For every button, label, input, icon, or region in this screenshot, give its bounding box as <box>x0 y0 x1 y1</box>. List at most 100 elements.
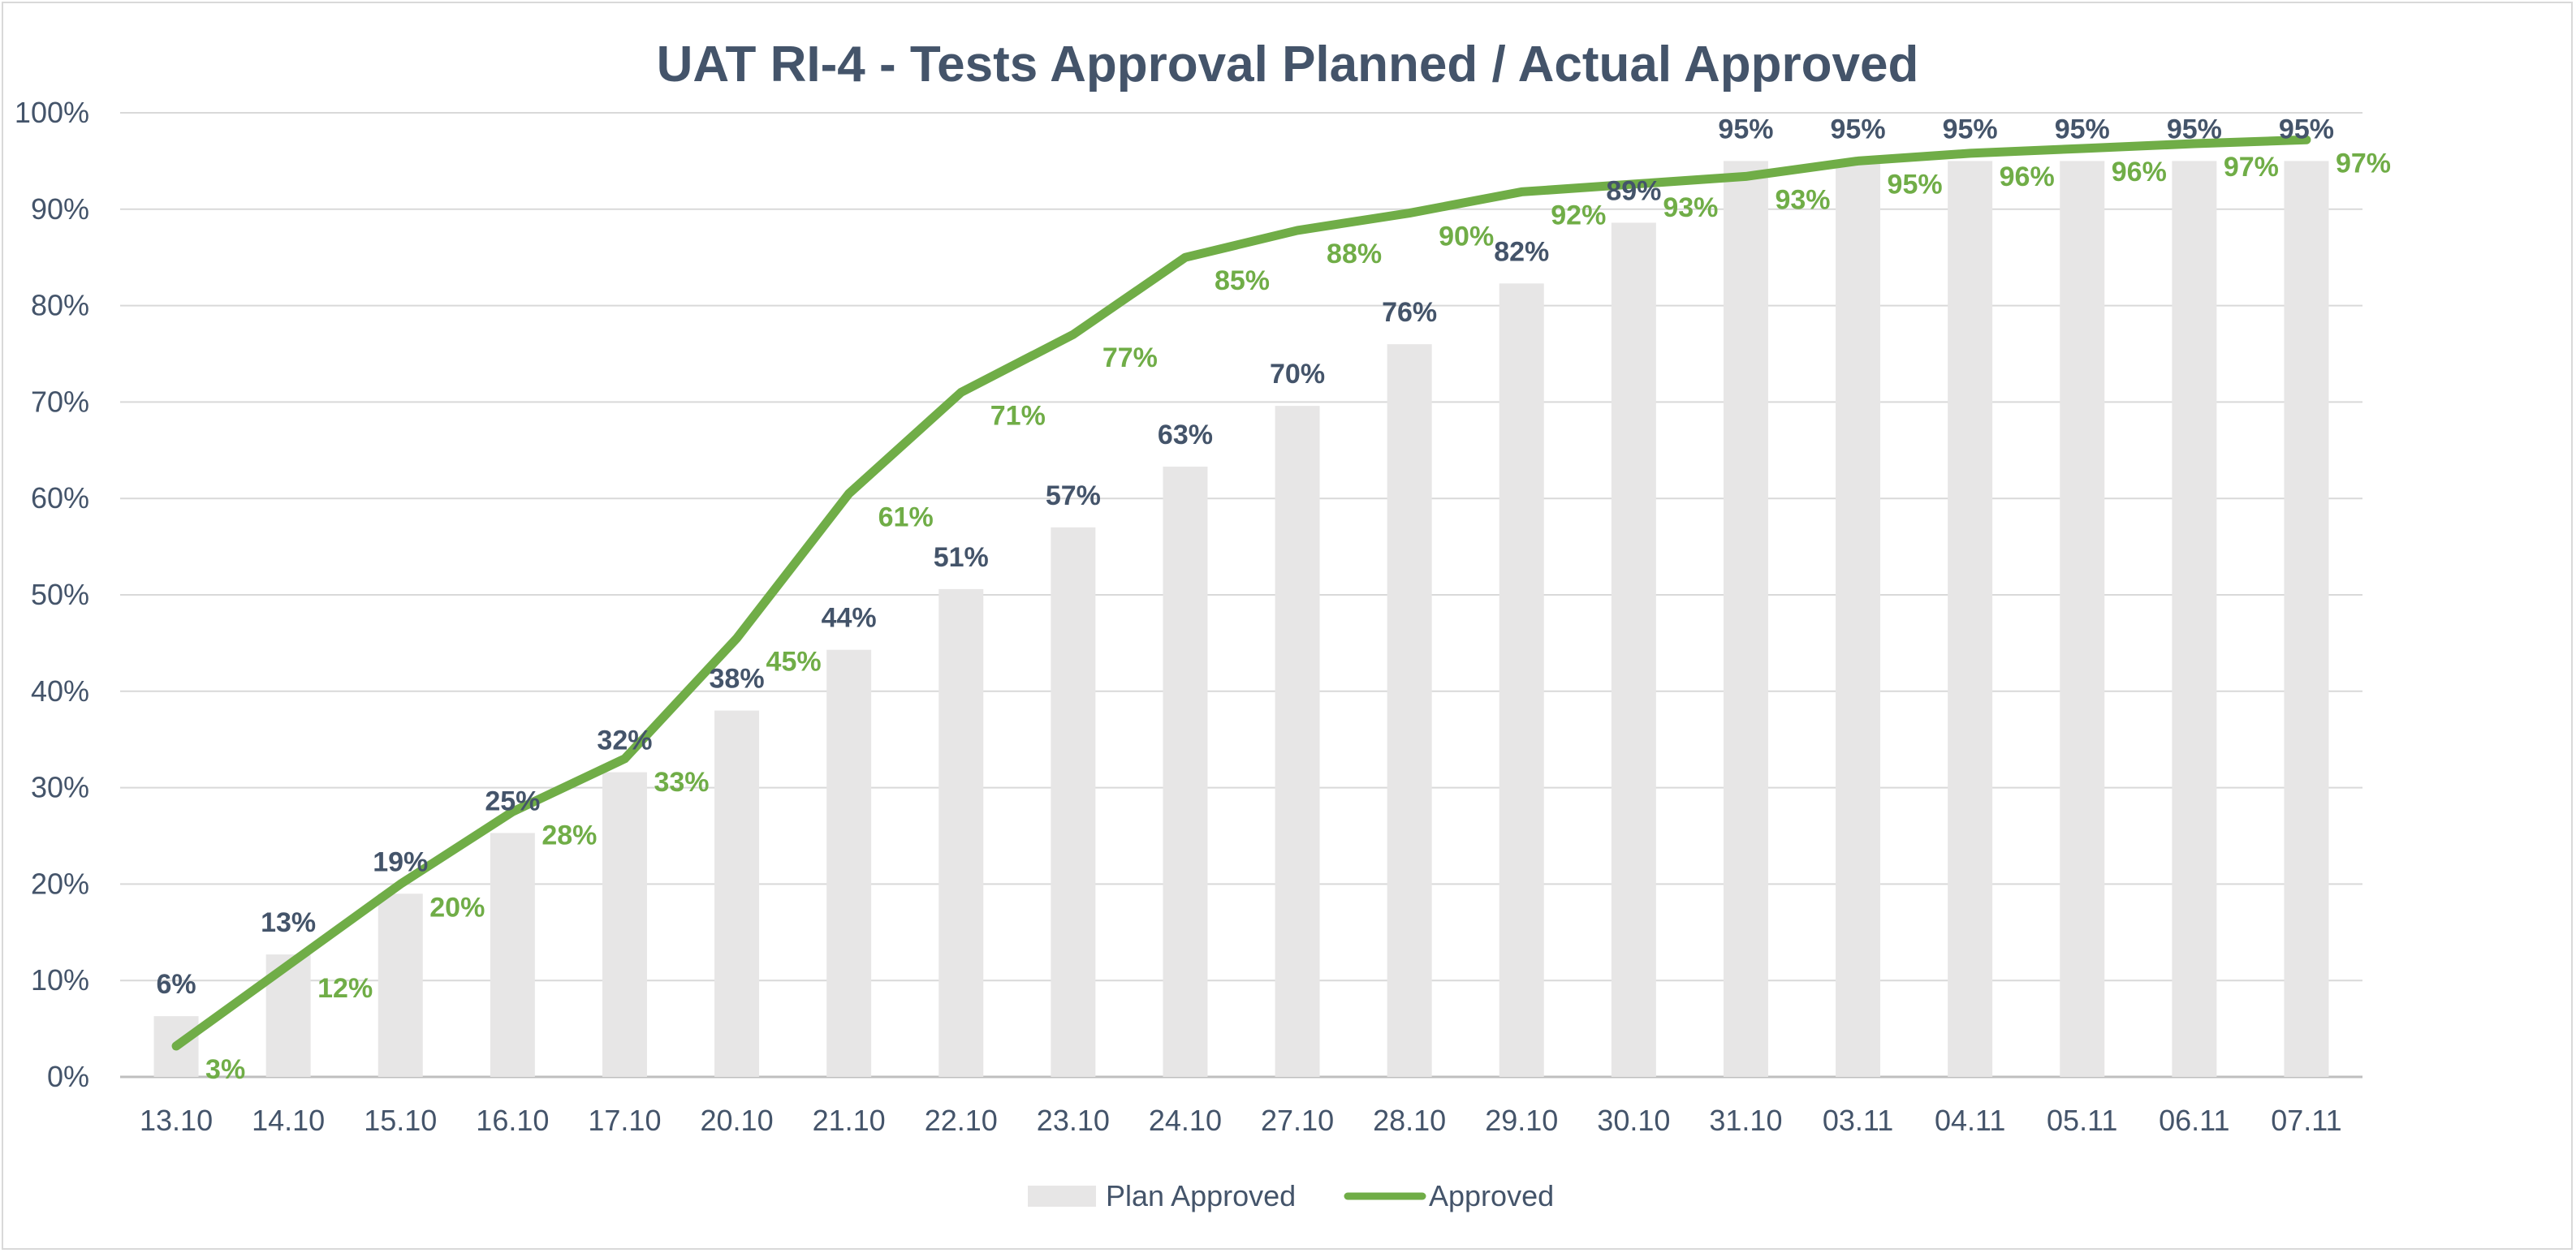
x-tick-label: 15.10 <box>364 1104 437 1137</box>
y-tick-label: 50% <box>31 578 89 611</box>
legend: Plan Approved Approved <box>1028 1179 1554 1212</box>
approved-data-label: 97% <box>2336 148 2391 179</box>
approved-data-label: 71% <box>990 401 1046 432</box>
x-tick-label: 17.10 <box>588 1104 661 1137</box>
approved-line <box>171 135 2311 1051</box>
approved-data-label: 28% <box>542 820 597 850</box>
y-tick-label: 10% <box>31 963 89 997</box>
x-tick-label: 24.10 <box>1149 1104 1222 1137</box>
plan-data-label: 6% <box>156 969 196 1000</box>
approved-data-label: 3% <box>205 1054 245 1085</box>
plan-data-label: 95% <box>2279 114 2334 144</box>
x-tick-label: 04.11 <box>1935 1104 2005 1137</box>
y-tick-label: 30% <box>31 771 89 804</box>
x-tick-label: 13.10 <box>140 1104 213 1137</box>
approved-data-label: 96% <box>2000 161 2055 192</box>
plan-data-label: 63% <box>1158 420 1213 450</box>
approved-data-label: 96% <box>2112 157 2167 187</box>
plan-data-label: 95% <box>1718 114 1773 144</box>
x-tick-label: 31.10 <box>1709 1104 1782 1137</box>
plan-bars <box>153 161 2329 1078</box>
plan-data-label: 25% <box>485 786 540 816</box>
plan-data-label: 51% <box>934 542 989 573</box>
y-tick-label: 40% <box>31 674 89 708</box>
approved-series-line <box>171 135 2311 1051</box>
plan-data-label: 57% <box>1046 480 1101 511</box>
x-tick-label: 22.10 <box>925 1104 998 1137</box>
plan-bar <box>2284 161 2329 1077</box>
plan-data-label: 19% <box>373 846 428 877</box>
y-tick-label: 80% <box>31 289 89 322</box>
y-tick-label: 0% <box>47 1060 89 1093</box>
x-tick-label: 27.10 <box>1261 1104 1334 1137</box>
x-tick-label: 23.10 <box>1037 1104 1110 1137</box>
plan-bar <box>2172 161 2217 1077</box>
plan-data-label: 70% <box>1270 359 1325 390</box>
plan-bar <box>1723 161 1768 1077</box>
plan-bar <box>490 833 535 1077</box>
approved-data-label: 20% <box>429 892 485 923</box>
y-axis-ticks: 0% 10% 20% 30% 40% 50% 60% 70% 80% 90% 100% <box>15 96 89 1093</box>
approved-data-label: 93% <box>1775 184 1830 215</box>
approved-data-label: 88% <box>1327 239 1382 269</box>
approved-data-label: 90% <box>1439 222 1494 252</box>
x-tick-label: 21.10 <box>813 1104 886 1137</box>
plan-bar <box>1387 344 1432 1077</box>
approved-data-label: 45% <box>766 646 822 677</box>
plan-bar <box>938 588 984 1077</box>
plan-bar <box>714 710 760 1077</box>
y-tick-label: 90% <box>31 192 89 226</box>
plan-bar <box>826 649 872 1077</box>
x-axis-ticks: 13.10 14.10 15.10 16.10 17.10 20.10 21.10 22.10… <box>140 1104 2342 1137</box>
legend-approved-label: Approved <box>1429 1179 1554 1212</box>
plan-data-label: 76% <box>1382 297 1437 328</box>
y-tick-label: 70% <box>31 385 89 418</box>
plan-bar <box>1275 406 1320 1078</box>
chart-title: UAT RI-4 - Tests Approval Planned / Actu… <box>657 37 1919 93</box>
x-tick-label: 03.11 <box>1823 1104 1893 1137</box>
plan-bar <box>1948 161 1993 1077</box>
x-tick-label: 07.11 <box>2271 1104 2341 1137</box>
plan-bar <box>1499 283 1544 1077</box>
plan-bar <box>1611 222 1656 1077</box>
approved-data-label: 97% <box>2224 152 2279 183</box>
legend-plan-swatch <box>1028 1186 1096 1207</box>
approved-data-label: 12% <box>317 973 373 1004</box>
x-tick-label: 29.10 <box>1485 1104 1558 1137</box>
plan-data-label: 95% <box>1943 114 1998 144</box>
plan-bar <box>1163 466 1208 1077</box>
plan-data-label: 82% <box>1494 236 1549 267</box>
plan-bar <box>1836 161 1881 1077</box>
x-tick-label: 20.10 <box>701 1104 774 1137</box>
x-tick-label: 30.10 <box>1597 1104 1670 1137</box>
x-tick-label: 05.11 <box>2047 1104 2117 1137</box>
plan-data-label: 89% <box>1606 175 1661 206</box>
x-tick-label: 06.11 <box>2159 1104 2229 1137</box>
gridlines <box>120 112 2362 1079</box>
y-tick-label: 20% <box>31 867 89 900</box>
plan-data-label: 95% <box>2055 114 2110 144</box>
plan-data-label: 32% <box>597 726 652 756</box>
x-tick-label: 28.10 <box>1373 1104 1446 1137</box>
legend-plan-label: Plan Approved <box>1106 1179 1296 1212</box>
data-labels: 6% 13% 19% 25% 32% 38% 44% 51% 57% 63% 70% 76% 82% 89… <box>156 114 2391 1085</box>
plan-data-label: 13% <box>261 907 316 938</box>
approved-data-label: 93% <box>1663 192 1718 223</box>
plan-bar <box>378 893 423 1077</box>
approved-data-label: 33% <box>654 767 709 798</box>
y-tick-label: 100% <box>15 96 89 129</box>
plan-data-label: 38% <box>710 664 765 695</box>
approved-data-label: 85% <box>1215 265 1270 296</box>
approved-data-label: 77% <box>1102 342 1158 373</box>
approved-data-label: 95% <box>1888 169 1943 200</box>
plan-data-label: 95% <box>2167 114 2222 144</box>
y-tick-label: 60% <box>31 481 89 515</box>
x-tick-label: 14.10 <box>252 1104 325 1137</box>
plan-bar <box>602 772 647 1077</box>
plan-data-label: 95% <box>1831 114 1886 144</box>
plan-bar <box>2060 161 2105 1077</box>
approved-data-label: 61% <box>878 502 934 532</box>
approved-data-label: 92% <box>1551 200 1606 230</box>
